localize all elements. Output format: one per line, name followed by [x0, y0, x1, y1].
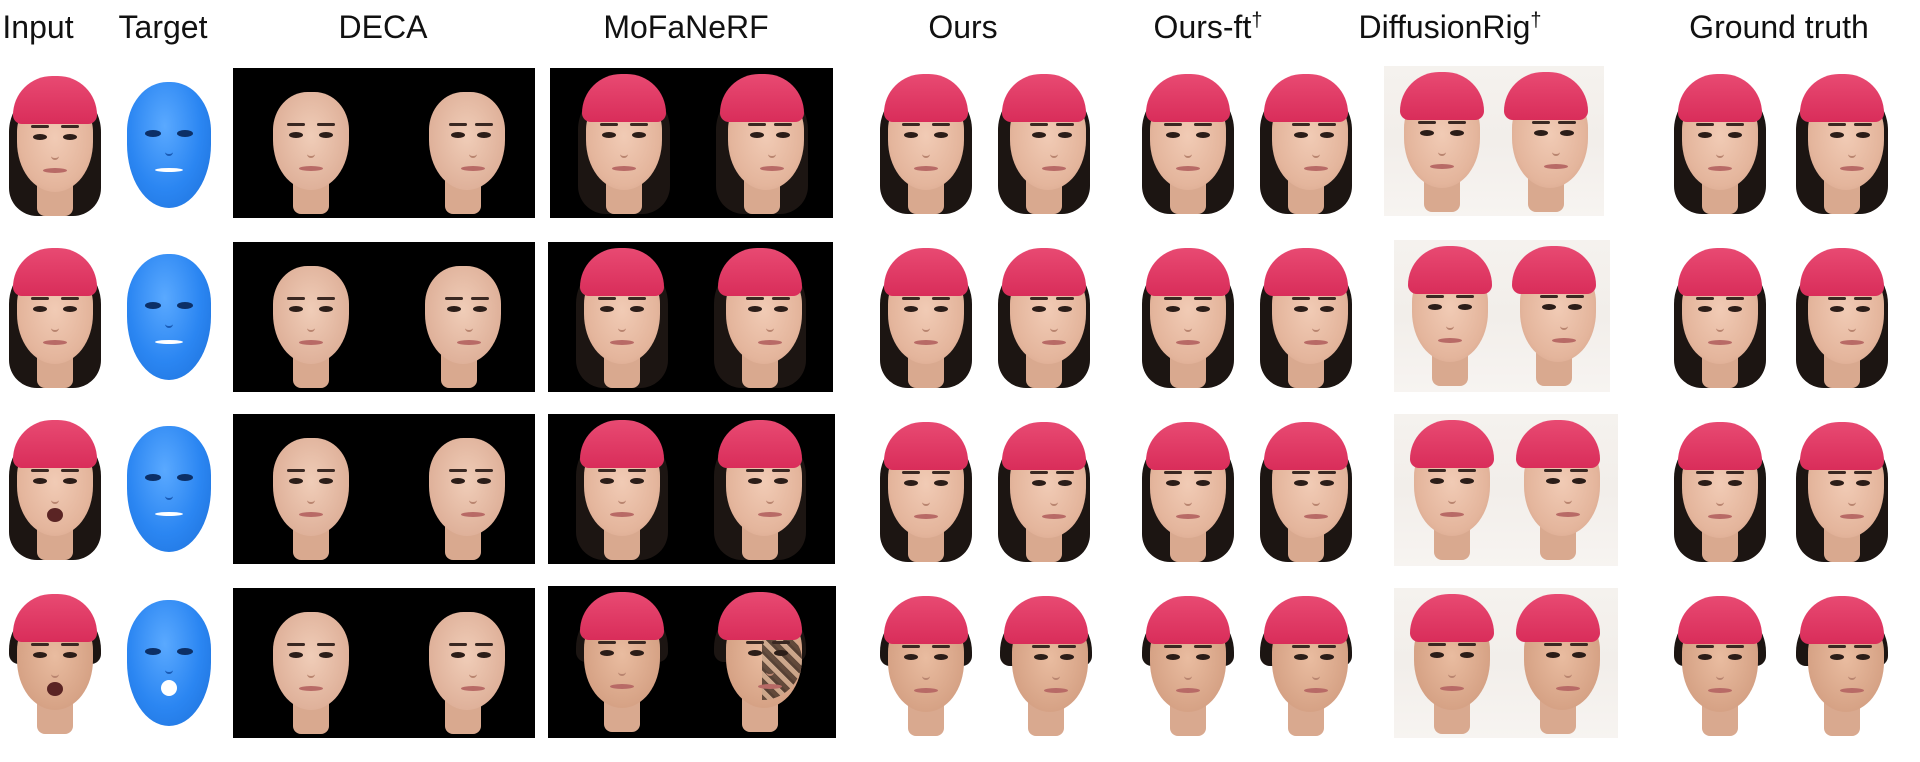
header-ours: Ours — [928, 9, 998, 45]
r1-target — [114, 70, 224, 220]
header-input: Input — [2, 9, 74, 45]
r3-ground-truth — [1658, 414, 1910, 568]
r2-input — [0, 242, 110, 392]
r3-diffusionrig — [1394, 414, 1618, 566]
r1-ours — [860, 66, 1102, 220]
r2-target — [114, 242, 224, 392]
r2-ours-ft — [1120, 240, 1368, 394]
r4-mofanerf — [548, 586, 836, 738]
r2-mofanerf — [548, 242, 833, 392]
r4-ours — [860, 588, 1108, 742]
r4-input — [0, 588, 110, 738]
r1-deca — [233, 68, 535, 218]
header-mofanerf: MoFaNeRF — [603, 9, 769, 45]
r1-input — [0, 70, 110, 220]
r1-mofanerf — [550, 68, 833, 218]
r3-mofanerf — [548, 414, 835, 564]
r4-target — [114, 588, 224, 738]
r4-deca — [233, 588, 535, 738]
header-ours-ft: Ours-ft† — [1153, 9, 1263, 45]
r2-ours — [860, 240, 1102, 394]
r3-input — [0, 414, 110, 564]
r2-diffusionrig — [1394, 240, 1610, 392]
header-diffusionrig-dagger: † — [1530, 9, 1542, 32]
r1-diffusionrig — [1384, 66, 1604, 216]
header-ours-ft-label: Ours-ft — [1153, 9, 1252, 45]
header-diffusionrig: DiffusionRig† — [1358, 9, 1542, 45]
header-target: Target — [118, 9, 208, 45]
header-deca: DECA — [338, 9, 428, 45]
r4-ground-truth — [1658, 588, 1910, 742]
header-ground-truth: Ground truth — [1689, 9, 1869, 45]
r3-target — [114, 414, 224, 564]
r4-diffusionrig — [1394, 588, 1618, 738]
r3-ours — [860, 414, 1102, 568]
header-diffusionrig-label: DiffusionRig — [1358, 9, 1531, 45]
r2-ground-truth — [1658, 240, 1910, 394]
r2-deca — [233, 242, 535, 392]
header-ours-ft-dagger: † — [1251, 9, 1263, 32]
r1-ours-ft — [1120, 66, 1368, 220]
r4-ours-ft — [1120, 588, 1368, 742]
r3-ours-ft — [1120, 414, 1368, 568]
r1-ground-truth — [1658, 66, 1910, 220]
r3-deca — [233, 414, 535, 564]
